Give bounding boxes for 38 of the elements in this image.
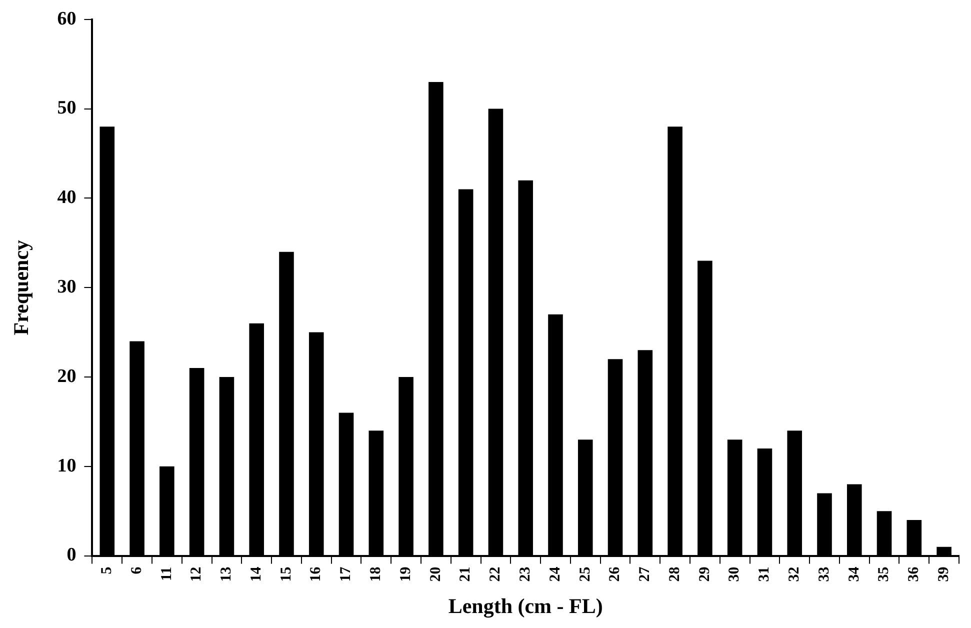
x-tick-label: 15 (278, 566, 294, 582)
y-tick-label: 60 (57, 8, 76, 30)
x-tick-label: 25 (577, 566, 594, 582)
x-tick-label: 22 (488, 566, 504, 582)
x-tick-label: 17 (338, 566, 354, 582)
x-tick-label: 36 (906, 566, 922, 582)
x-tick-label: 33 (816, 566, 832, 582)
x-tick-label: 39 (936, 566, 952, 582)
x-tick-label: 32 (786, 566, 802, 582)
x-tick-label: 20 (428, 566, 444, 582)
x-tick-label: 31 (756, 566, 773, 582)
x-tick-label: 16 (308, 566, 324, 582)
y-axis-title: Frequency (9, 239, 34, 336)
x-tick-label: 18 (368, 566, 384, 582)
y-tick-label: 0 (66, 544, 76, 566)
x-tick-label: 6 (128, 566, 145, 574)
x-tick-label: 23 (517, 566, 534, 582)
x-tick-label: 24 (547, 566, 564, 582)
x-tick-label: 12 (188, 566, 205, 582)
y-tick-label: 50 (57, 98, 76, 119)
x-tick-label: 14 (248, 566, 264, 582)
x-tick-label: 21 (458, 566, 474, 582)
y-tick-label: 20 (57, 366, 76, 387)
x-tick-label: 19 (398, 566, 414, 582)
x-tick-label: 30 (726, 566, 743, 582)
x-tick-label: 34 (846, 566, 862, 582)
x-tick-label: 11 (158, 566, 175, 581)
x-tick-label: 28 (666, 566, 683, 582)
y-tick-label: 10 (57, 455, 76, 476)
x-axis-title: Length (cm - FL) (448, 594, 603, 618)
x-tick-label: 26 (607, 566, 624, 582)
x-tick-label: 13 (218, 566, 235, 582)
x-tick-label: 29 (696, 566, 713, 582)
x-tick-label: 5 (99, 566, 116, 574)
x-tick-label: 27 (637, 566, 654, 582)
x-tick-label: 35 (876, 566, 892, 582)
y-tick-label: 40 (57, 187, 76, 208)
y-tick-label: 30 (57, 276, 76, 298)
